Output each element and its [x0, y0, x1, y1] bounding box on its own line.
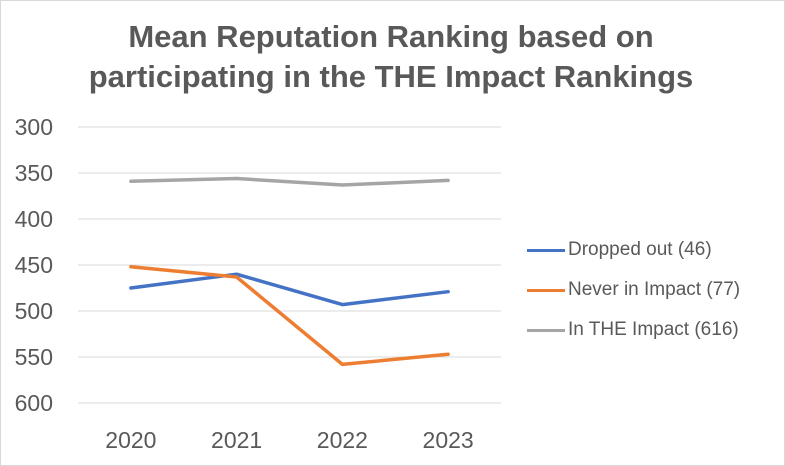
- series-lines: [129, 176, 450, 367]
- y-tick-label-300: 300: [15, 114, 53, 140]
- y-tick-label-450: 450: [15, 252, 53, 278]
- x-tick-label-2021: 2021: [211, 427, 262, 453]
- legend-item-never-in-impact: Never in Impact (77): [527, 270, 782, 310]
- y-tick-label-550: 550: [15, 344, 53, 370]
- series-line-2: [129, 176, 450, 187]
- x-tick-label-2023: 2023: [423, 427, 474, 453]
- series-line-0: [129, 272, 450, 307]
- x-tick-label-2020: 2020: [105, 427, 156, 453]
- x-tick-label-2022: 2022: [317, 427, 368, 453]
- y-tick-label-600: 600: [15, 390, 53, 416]
- legend: Dropped out (46) Never in Impact (77) In…: [527, 230, 782, 350]
- legend-swatch-never-in-impact: [527, 288, 565, 292]
- legend-item-in-the-impact: In THE Impact (616): [527, 310, 782, 350]
- y-tick-label-500: 500: [15, 298, 53, 324]
- legend-label-never-in-impact: Never in Impact (77): [568, 279, 741, 300]
- legend-label-dropped-out: Dropped out (46): [568, 239, 712, 260]
- legend-item-dropped-out: Dropped out (46): [527, 230, 782, 270]
- y-axis-ticks: 300 350 400 450 500 550 600: [15, 114, 53, 416]
- chart-title-line-2: participating in the THE Impact Rankings: [88, 59, 694, 94]
- x-axis-ticks: 2020 2021 2022 2023: [105, 427, 473, 453]
- y-tick-label-350: 350: [15, 160, 53, 186]
- legend-label-in-the-impact: In THE Impact (616): [568, 319, 739, 340]
- legend-swatch-in-the-impact: [527, 328, 565, 332]
- y-tick-label-400: 400: [15, 206, 53, 232]
- series-line-1: [129, 265, 450, 367]
- legend-swatch-dropped-out: [527, 248, 565, 252]
- chart-title-line-1: Mean Reputation Ranking based on: [128, 19, 654, 54]
- chart-title: Mean Reputation Ranking based on partici…: [61, 17, 721, 97]
- gridlines: [78, 126, 501, 404]
